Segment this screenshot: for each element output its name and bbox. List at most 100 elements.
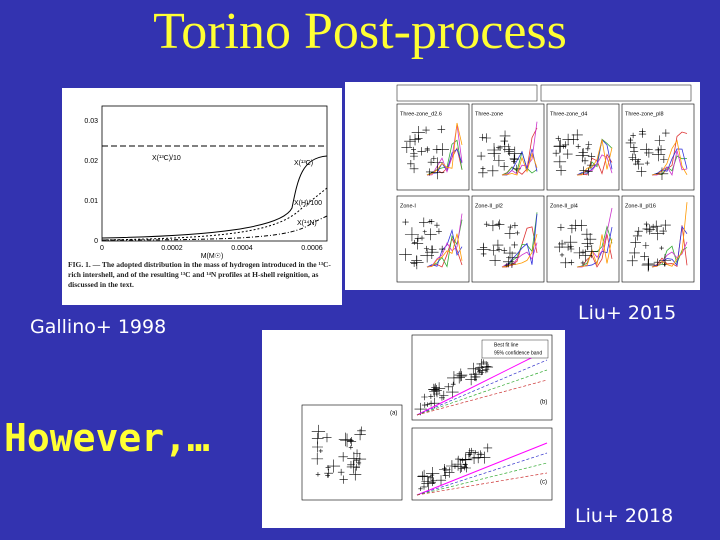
data-cross xyxy=(469,367,483,381)
data-cross xyxy=(553,139,567,153)
data-cross xyxy=(649,223,657,231)
data-cross xyxy=(428,393,434,399)
data-cross xyxy=(575,143,581,149)
data-cross xyxy=(429,479,436,487)
data-cross xyxy=(501,247,508,254)
data-cross xyxy=(494,219,505,230)
data-cross xyxy=(507,146,522,161)
data-cross xyxy=(515,230,520,236)
panel xyxy=(396,103,470,191)
data-cross xyxy=(650,220,662,232)
figure-2015: Three-zone_d2.6 Three-zone Three-zone_d4 Th… xyxy=(345,82,700,290)
data-cross xyxy=(404,135,416,147)
data-cross xyxy=(459,453,473,467)
data-cross xyxy=(653,258,662,266)
data-cross xyxy=(428,400,435,407)
panel-label: (c) xyxy=(540,480,547,486)
figure-1998: 0 0.0002 0.0004 0.0006 0 0.01 0.02 0.03 M(M☉) X(¹… xyxy=(62,88,342,305)
model-line xyxy=(416,462,548,496)
data-cross xyxy=(585,146,591,152)
data-cross xyxy=(432,157,443,168)
data-cross xyxy=(563,235,578,249)
data-cross xyxy=(453,459,467,474)
citation: Liu+ 2015 xyxy=(578,302,677,324)
data-cross xyxy=(482,361,494,373)
panel-label: Three-zone xyxy=(475,111,503,117)
data-cross xyxy=(480,251,487,257)
data-cross xyxy=(404,227,419,242)
data-cross xyxy=(324,468,334,478)
data-cross xyxy=(326,459,341,473)
data-cross xyxy=(431,383,440,393)
data-cross xyxy=(421,475,434,488)
panel xyxy=(471,195,545,283)
data-cross xyxy=(322,433,332,443)
data-cross xyxy=(634,227,643,236)
data-cross xyxy=(497,145,503,151)
data-cross xyxy=(487,146,501,160)
data-cross xyxy=(553,140,566,153)
panel xyxy=(471,103,545,191)
panel-label: Zone-II_pl4 xyxy=(550,203,578,209)
data-cross xyxy=(438,464,451,476)
model-curve xyxy=(501,226,538,268)
data-cross xyxy=(496,246,502,253)
data-cross xyxy=(468,447,475,454)
data-cross xyxy=(476,450,485,459)
data-cross xyxy=(627,137,634,143)
legend xyxy=(396,84,538,102)
data-cross xyxy=(346,460,361,474)
data-cross xyxy=(579,166,588,175)
data-cross xyxy=(353,452,367,466)
model-curve xyxy=(501,150,538,176)
data-cross xyxy=(557,223,565,231)
data-cross xyxy=(555,165,567,176)
data-cross xyxy=(560,257,571,269)
data-cross xyxy=(554,241,565,253)
data-cross xyxy=(475,363,485,373)
data-cross xyxy=(573,247,586,259)
data-cross xyxy=(636,166,647,177)
data-cross xyxy=(421,476,436,491)
data-cross xyxy=(446,460,458,472)
panel-label: Three-zone_pl8 xyxy=(625,111,664,117)
panel-label: (b) xyxy=(540,400,547,406)
y-tick-label: 0.02 xyxy=(84,158,98,165)
data-cross xyxy=(399,248,412,261)
data-cross xyxy=(414,235,422,242)
data-cross xyxy=(567,224,577,234)
data-cross xyxy=(489,254,501,266)
data-cross xyxy=(453,371,466,384)
model-curve xyxy=(576,234,613,268)
data-cross xyxy=(662,129,670,137)
data-cross xyxy=(433,382,446,395)
data-cross xyxy=(659,245,664,251)
data-cross xyxy=(585,244,599,259)
data-cross xyxy=(417,469,431,484)
data-cross xyxy=(425,168,434,176)
data-cross xyxy=(356,460,362,466)
data-cross xyxy=(435,475,447,486)
model-curve xyxy=(501,121,538,176)
data-cross xyxy=(429,219,435,225)
data-cross xyxy=(337,468,345,476)
data-cross xyxy=(354,428,366,441)
data-cross xyxy=(642,257,656,271)
curve xyxy=(101,187,328,241)
panel-label: Zone-II_pl16 xyxy=(625,203,656,209)
data-cross xyxy=(441,466,447,472)
fit-line xyxy=(416,442,548,496)
data-cross xyxy=(578,148,588,158)
data-cross xyxy=(581,237,594,250)
figure-2018: (a) (b) (c) Best fit line 95% confidence ban… xyxy=(262,330,565,528)
data-cross xyxy=(660,219,671,231)
plot: Three-zone_d2.6 Three-zone Three-zone_d4 Th… xyxy=(396,84,695,283)
data-cross xyxy=(409,152,418,161)
data-cross xyxy=(638,130,647,138)
data-cross xyxy=(505,147,514,156)
data-cross xyxy=(318,448,323,453)
data-cross xyxy=(654,135,665,146)
data-cross xyxy=(430,165,445,180)
data-cross xyxy=(427,219,432,224)
data-cross xyxy=(642,242,650,249)
